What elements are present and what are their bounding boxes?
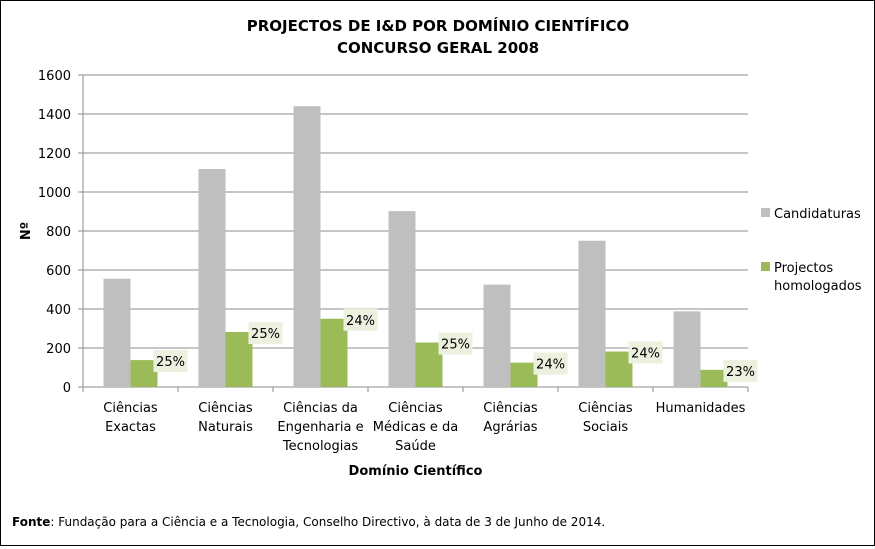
y-tick-label: 1400 — [38, 108, 71, 123]
chart-title-line: CONCURSO GERAL 2008 — [337, 39, 539, 57]
percentage-label: 25% — [156, 355, 185, 370]
x-category-label: Ciências da — [283, 401, 358, 416]
legend-label-projectos: homologados — [774, 279, 862, 294]
source-text: : Fundação para a Ciência e a Tecnologia… — [50, 515, 606, 529]
x-category-label: Ciências — [483, 401, 538, 416]
bar-projectos — [700, 369, 728, 387]
percentage-label-box — [153, 350, 188, 373]
x-category-label: Humanidades — [656, 401, 746, 416]
y-tick-label: 1200 — [38, 147, 71, 162]
percentage-label: 25% — [441, 338, 470, 353]
y-tick-label: 800 — [46, 225, 71, 240]
bar-candidaturas — [293, 106, 321, 387]
x-category-label: Naturais — [198, 420, 253, 435]
source-note: Fonte: Fundação para a Ciência e a Tecno… — [12, 515, 605, 529]
legend-label-projectos: Projectos — [774, 261, 833, 276]
y-tick-label: 200 — [46, 342, 71, 357]
x-category-label: Saúde — [395, 439, 436, 454]
x-category-label: Ciências — [198, 401, 253, 416]
legend-swatch-candidaturas — [761, 208, 770, 217]
bar-projectos — [415, 342, 443, 387]
bar-candidaturas — [198, 168, 226, 387]
y-tick-label: 0 — [63, 381, 71, 396]
bar-projectos — [510, 362, 538, 387]
x-category-label: Ciências — [388, 401, 443, 416]
x-category-label: Sociais — [583, 420, 629, 435]
x-axis-title: Domínio Científico — [349, 464, 483, 479]
y-axis-title: Nº — [19, 222, 34, 240]
percentage-label: 25% — [251, 327, 280, 342]
legend-swatch-projectos — [761, 262, 770, 271]
bar-candidaturas — [483, 284, 511, 387]
bar-projectos — [225, 332, 253, 387]
percentage-label: 23% — [726, 365, 755, 380]
percentage-label-box — [343, 308, 378, 331]
legend-label-candidaturas: Candidaturas — [774, 207, 861, 222]
bar-projectos — [605, 351, 633, 387]
x-category-label: Agrárias — [483, 420, 537, 435]
y-tick-label: 400 — [46, 303, 71, 318]
bar-candidaturas — [578, 240, 606, 387]
x-category-label: Tecnologias — [282, 439, 358, 454]
percentage-label: 24% — [346, 314, 375, 329]
percentage-label-box — [628, 341, 663, 364]
x-category-label: Engenharia e — [277, 420, 363, 435]
x-category-label: Médicas e da — [373, 420, 458, 435]
bar-candidaturas — [388, 211, 416, 387]
x-category-label: Exactas — [105, 420, 156, 435]
y-tick-label: 600 — [46, 264, 71, 279]
y-tick-label: 1600 — [38, 69, 71, 84]
bar-candidaturas — [673, 311, 701, 387]
percentage-label-box — [723, 359, 758, 382]
chart-title-line: PROJECTOS DE I&D POR DOMÍNIO CIENTÍFICO — [247, 16, 630, 35]
percentage-label-box — [533, 352, 568, 375]
source-label: Fonte — [12, 515, 51, 529]
bar-projectos — [320, 318, 348, 387]
percentage-label: 24% — [631, 347, 660, 362]
percentage-label-box — [248, 322, 283, 345]
percentage-label-box — [438, 332, 473, 355]
percentage-label: 24% — [536, 358, 565, 373]
y-tick-label: 1000 — [38, 186, 71, 201]
bar-projectos — [130, 360, 158, 387]
x-category-label: Ciências — [103, 401, 158, 416]
bar-candidaturas — [103, 278, 131, 387]
x-category-label: Ciências — [578, 401, 633, 416]
